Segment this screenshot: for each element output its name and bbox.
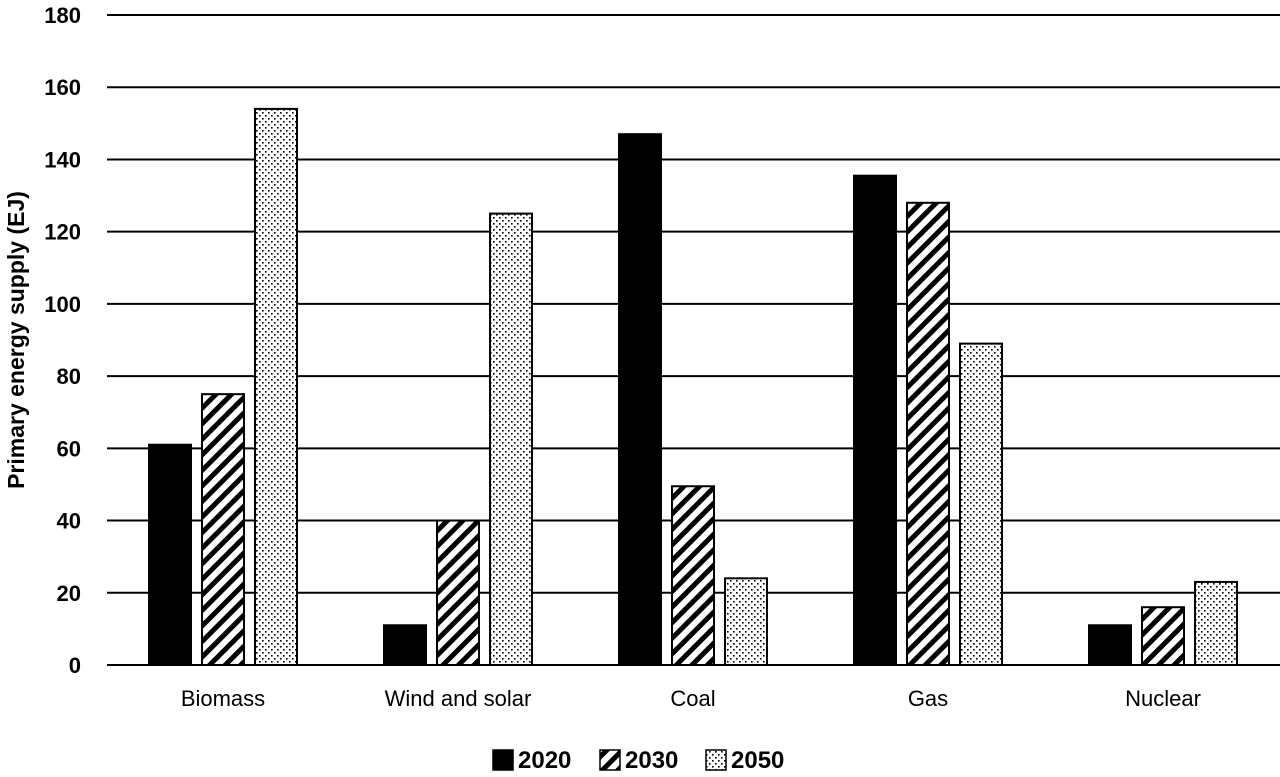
legend: 2020 2030 2050 [492, 747, 784, 774]
y-tick-label-140: 140 [44, 147, 81, 172]
y-tick-label-0: 0 [69, 653, 81, 678]
bar-coal-2020 [618, 133, 662, 666]
bar-gas-2020 [853, 174, 897, 666]
y-tick-label-60: 60 [57, 436, 81, 461]
bar-wind-and-solar-2020 [383, 624, 427, 666]
y-tick-label-180: 180 [44, 3, 81, 28]
y-axis-title: Primary energy supply (EJ) [3, 191, 29, 489]
x-axis-category-labels: Biomass Wind and solar Coal Gas Nuclear [181, 686, 1201, 711]
bar-nuclear-2030 [1141, 606, 1185, 667]
x-category-label-biomass: Biomass [181, 686, 265, 711]
y-axis-tick-labels: 0 20 40 60 80 100 120 140 160 180 [44, 3, 81, 678]
bars [107, 107, 1280, 667]
y-tick-label-80: 80 [57, 364, 81, 389]
bar-wind-and-solar-2050 [489, 212, 533, 666]
legend-label-2030: 2030 [625, 747, 678, 774]
legend-label-2020: 2020 [518, 747, 571, 774]
bar-coal-2050 [724, 577, 768, 666]
bar-gas-2050 [959, 342, 1003, 666]
legend-swatch-2020 [492, 749, 514, 771]
gridlines [107, 14, 1280, 666]
bar-biomass-2020 [148, 443, 192, 666]
bar-gas-2030 [906, 201, 950, 666]
bar-coal-2030 [671, 485, 715, 666]
bar-biomass-2050 [254, 107, 298, 666]
x-category-label-gas: Gas [908, 686, 948, 711]
x-category-label-coal: Coal [670, 686, 715, 711]
y-tick-label-20: 20 [57, 581, 81, 606]
bar-wind-and-solar-2030 [436, 519, 480, 666]
bar-nuclear-2050 [1194, 580, 1238, 667]
y-tick-label-120: 120 [44, 220, 81, 245]
y-tick-label-160: 160 [44, 75, 81, 100]
bar-biomass-2030 [201, 393, 245, 666]
bar-nuclear-2020 [1088, 624, 1132, 666]
legend-swatch-2050 [705, 749, 727, 771]
x-category-label-nuclear: Nuclear [1125, 686, 1201, 711]
legend-label-2050: 2050 [731, 747, 784, 774]
x-category-label-wind-and-solar: Wind and solar [385, 686, 532, 711]
y-tick-label-40: 40 [57, 509, 81, 534]
y-tick-label-100: 100 [44, 292, 81, 317]
legend-swatch-2030 [599, 749, 621, 771]
